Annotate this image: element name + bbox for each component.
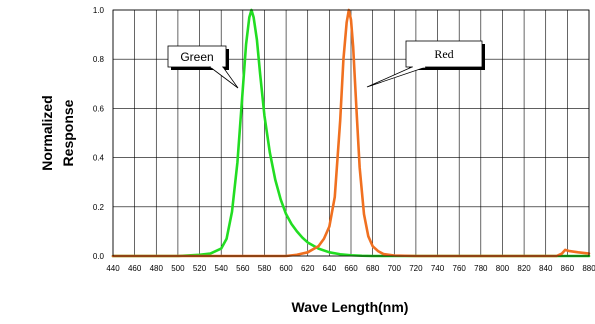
x-tick-label: 620 <box>301 264 315 273</box>
callout-green: Green <box>167 45 239 89</box>
x-tick-label: 480 <box>150 264 164 273</box>
x-tick-label: 440 <box>106 264 120 273</box>
x-tick-label: 840 <box>539 264 553 273</box>
x-tick-label: 800 <box>496 264 510 273</box>
y-tick-label: 0.6 <box>93 104 105 113</box>
series-line-red <box>111 8 591 258</box>
y-tick-label: 1.0 <box>93 6 105 15</box>
series-lines <box>111 8 591 258</box>
y-axis-title-line-2: Response <box>60 99 76 166</box>
y-tick-label: 0.8 <box>93 55 105 64</box>
x-tick-label: 820 <box>517 264 531 273</box>
x-tick-label: 640 <box>323 264 337 273</box>
callout-pointer <box>208 66 239 89</box>
y-tick-label: 0.0 <box>93 252 105 261</box>
x-tick-label: 600 <box>279 264 293 273</box>
tick-labels: 440 460 480 500 520 540 560 580 600 620 640 660 680 7… <box>93 6 595 273</box>
x-tick-label: 580 <box>258 264 272 273</box>
x-tick-label: 680 <box>366 264 380 273</box>
callout-box <box>167 45 227 68</box>
callout-red: Red <box>366 40 485 88</box>
callout-box <box>405 40 483 68</box>
callouts: Green Red <box>167 40 485 89</box>
x-tick-label: 660 <box>344 264 358 273</box>
x-tick-label: 860 <box>561 264 575 273</box>
callout-label: Green <box>180 50 213 64</box>
y-tick-label: 0.4 <box>93 154 105 163</box>
plot-border <box>112 9 590 257</box>
x-tick-label: 880 <box>582 264 595 273</box>
x-tick-label: 740 <box>431 264 445 273</box>
x-tick-label: 460 <box>128 264 142 273</box>
x-tick-label: 780 <box>474 264 488 273</box>
x-axis-title: Wave Length(nm) <box>292 299 409 315</box>
x-tick-label: 520 <box>193 264 207 273</box>
x-tick-label: 760 <box>453 264 467 273</box>
callout-label: Red <box>434 47 453 61</box>
x-tick-label: 560 <box>236 264 250 273</box>
callout-pointer <box>366 66 427 88</box>
y-tick-label: 0.2 <box>93 203 105 212</box>
plot-frame <box>112 9 590 257</box>
series-line-green <box>111 8 591 258</box>
x-tick-label: 700 <box>388 264 402 273</box>
y-axis-title-line-1: Normalized <box>39 95 55 170</box>
x-tick-label: 540 <box>215 264 229 273</box>
x-tick-label: 720 <box>409 264 423 273</box>
x-tick-label: 500 <box>171 264 185 273</box>
